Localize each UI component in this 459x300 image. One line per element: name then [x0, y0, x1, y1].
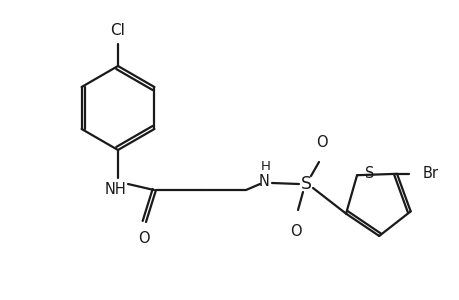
Text: O: O	[138, 231, 150, 246]
Text: Cl: Cl	[110, 23, 125, 38]
Text: O: O	[315, 135, 327, 150]
Text: H: H	[261, 160, 270, 173]
Text: O: O	[290, 224, 301, 239]
Text: Br: Br	[422, 166, 438, 181]
Text: S: S	[300, 175, 311, 193]
Text: N: N	[258, 175, 269, 190]
Text: S: S	[364, 166, 374, 181]
Text: NH: NH	[105, 182, 127, 197]
